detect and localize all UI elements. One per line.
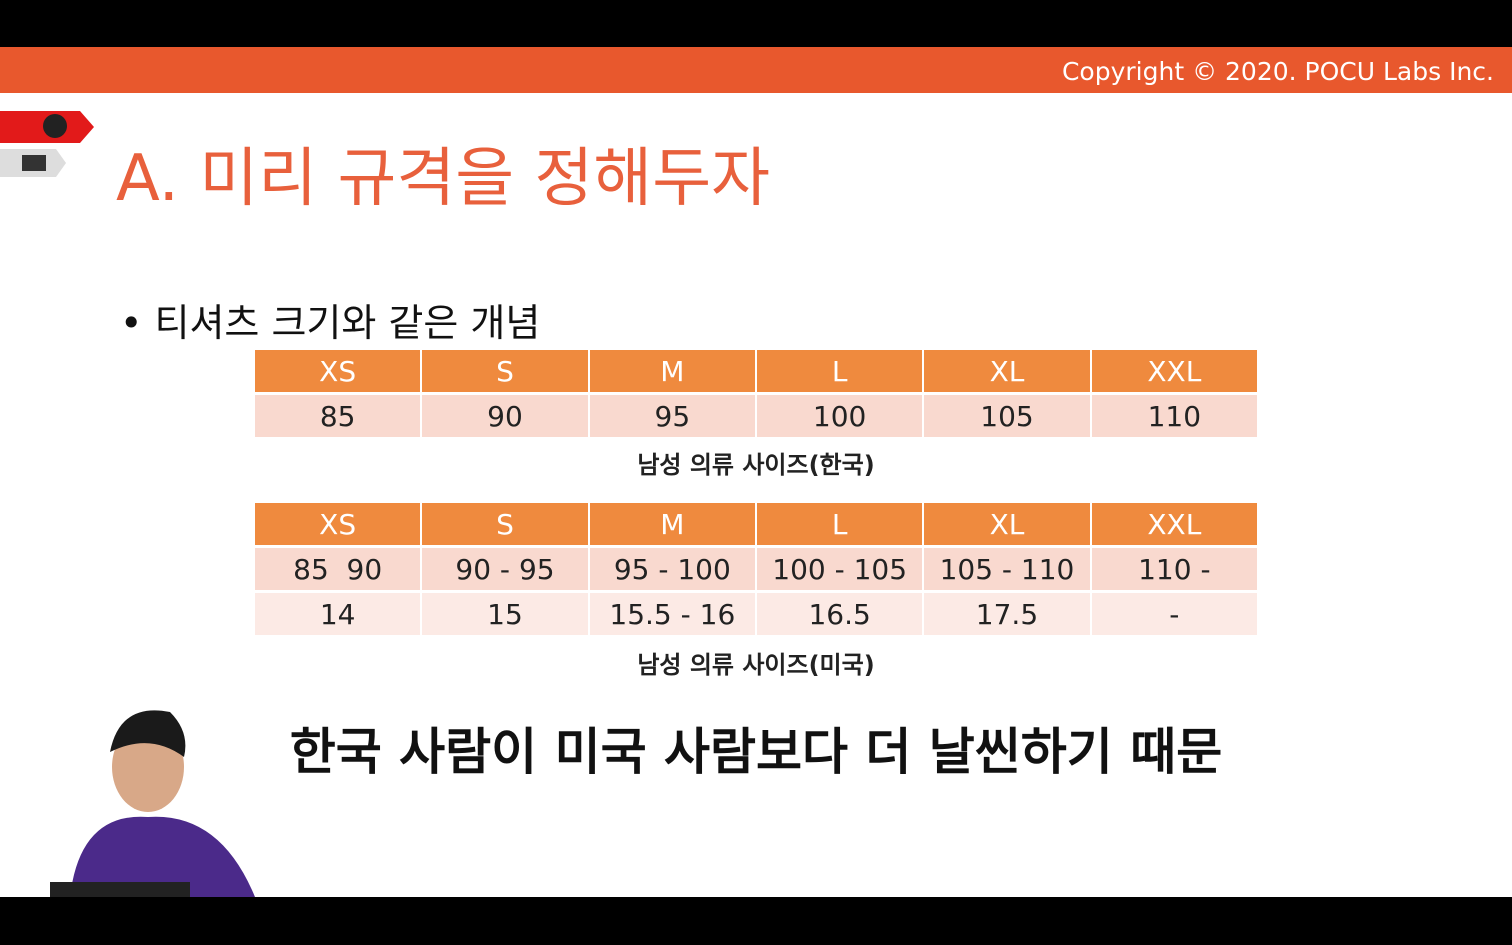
subtitle: 한국 사람이 미국 사람보다 더 날씬하기 때문 (289, 723, 1223, 781)
header-row: XS S M L XL XXL (255, 350, 1257, 392)
cell: 15.5 - 16 (589, 593, 755, 635)
header-cell: L (756, 503, 923, 545)
presenter-video (50, 710, 255, 897)
header-band: Copyright © 2020. POCU Labs Inc. (0, 47, 1512, 93)
table-caption: 남성 의류 사이즈(미국) (637, 651, 875, 679)
cell: 105 (924, 395, 1090, 437)
cell: 90 - 95 (422, 548, 588, 590)
header-cell: M (589, 503, 755, 545)
cell: 100 (756, 395, 923, 437)
cell: 15 (422, 593, 588, 635)
cell: 85 90 (255, 548, 421, 590)
copyright: Copyright © 2020. POCU Labs Inc. (1061, 57, 1494, 86)
cell: 105 - 110 (924, 548, 1090, 590)
data-row: 85 90 95 100 105 110 (255, 395, 1257, 437)
cell: 110 - (1091, 548, 1257, 590)
header-row: XS S M L XL XXL (255, 503, 1257, 545)
cell: 17.5 (924, 593, 1090, 635)
header-cell: XXL (1091, 350, 1257, 392)
bullet: • 티셔츠 크기와 같은 개념 (120, 301, 541, 345)
header-cell: XXL (1091, 503, 1257, 545)
header-cell: S (422, 503, 588, 545)
cell: 110 (1091, 395, 1257, 437)
header-cell: XS (255, 350, 421, 392)
cell: 95 (589, 395, 755, 437)
bullet-text: 티셔츠 크기와 같은 개념 (154, 301, 541, 345)
size-table-us: XS S M L XL XXL 85 90 90 - 95 95 - 100 100 - 105 1… (253, 500, 1259, 638)
slide-icons (0, 111, 94, 177)
header-cell: XS (255, 503, 421, 545)
cell: 90 (422, 395, 588, 437)
data-row: 14 15 15.5 - 16 16.5 17.5- (255, 593, 1257, 635)
header-cell: S (422, 350, 588, 392)
table-caption: 남성 의류 사이즈(한국) (637, 451, 875, 479)
size-table-kr: XS S M L XL XXL 85 90 95 100 105 110 (253, 347, 1259, 440)
header-cell: XL (924, 503, 1090, 545)
slide-title: A. 미리 규격을 정해두자 (116, 142, 770, 216)
header-cell: XL (924, 350, 1090, 392)
cell: 85 (255, 395, 421, 437)
header-cell: M (589, 350, 755, 392)
header-cell: L (756, 350, 923, 392)
cell: 95 - 100 (589, 548, 755, 590)
cell: - (1091, 593, 1257, 635)
data-row: 85 90 90 - 95 95 - 100 100 - 105 105 - 110 11… (255, 548, 1257, 590)
cell: 16.5 (756, 593, 923, 635)
cell: 14 (255, 593, 421, 635)
slide: Copyright © 2020. POCU Labs Inc. A. 미리 규… (0, 47, 1512, 897)
cell: 100 - 105 (756, 548, 923, 590)
